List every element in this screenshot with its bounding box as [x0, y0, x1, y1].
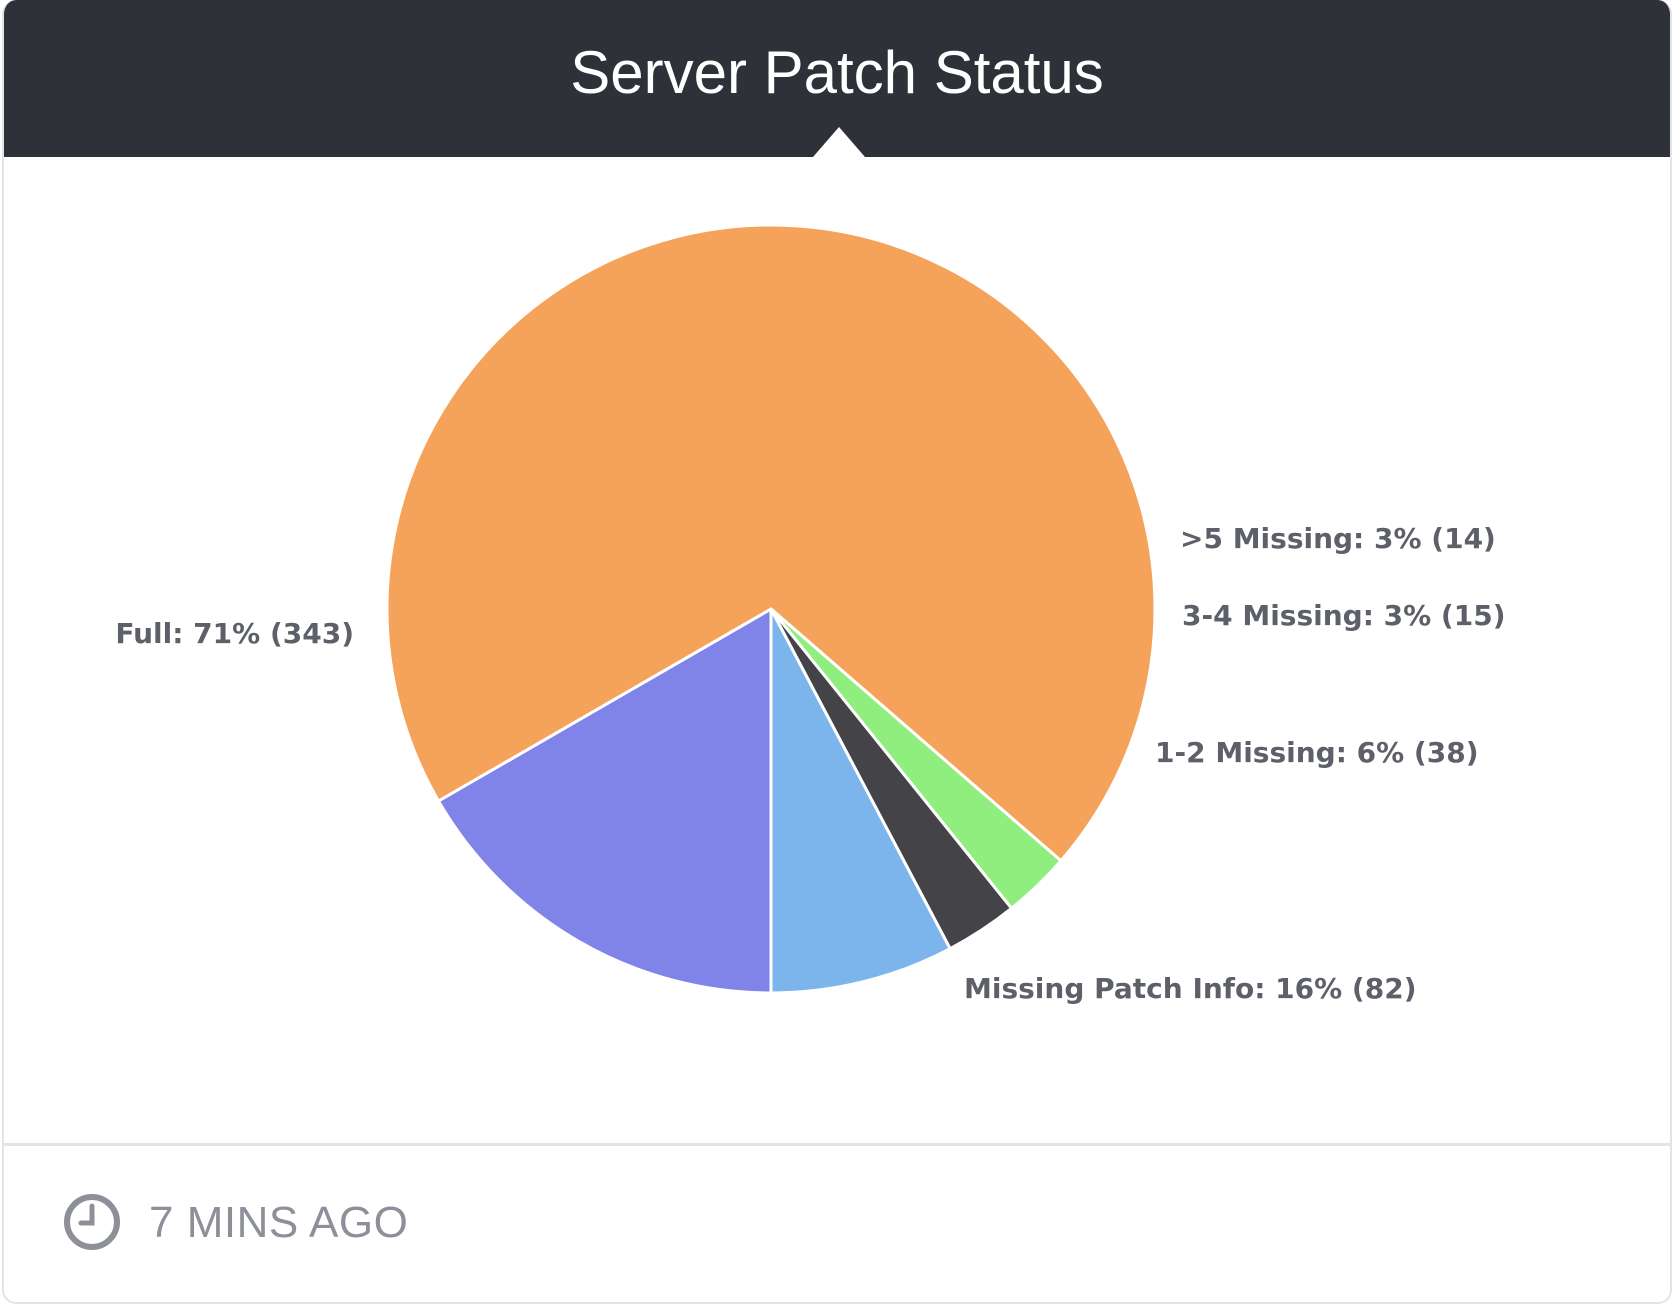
clock-icon: [62, 1192, 122, 1257]
pie-slice-1-2-missing[interactable]: [769, 607, 952, 995]
data-label-full: Full: 71% (343): [115, 617, 354, 650]
widget-header: Server Patch Status: [4, 0, 1670, 157]
pie-slice-full[interactable]: [385, 223, 1157, 863]
footer-divider: [4, 1143, 1670, 1146]
data-label-missing-patch-info: Missing Patch Info: 16% (82): [964, 972, 1416, 1005]
pie-slice-missing-patch-info[interactable]: [436, 607, 773, 995]
widget-title: Server Patch Status: [570, 39, 1104, 106]
pie-chart: Missing Patch Info: 16% (82) Full: 71% (3…: [115, 223, 1506, 1005]
pie-chart-area: Missing Patch Info: 16% (82) Full: 71% (3…: [4, 157, 1670, 1143]
widget-footer: 7 MINS AGO: [4, 1146, 1670, 1302]
header-pointer: [813, 127, 865, 157]
data-label-5-missing: >5 Missing: 3% (14): [1180, 522, 1496, 555]
data-label-1-2-missing: 1-2 Missing: 6% (38): [1155, 736, 1479, 769]
data-label-3-4-missing: 3-4 Missing: 3% (15): [1182, 599, 1506, 632]
last-updated-text: 7 MINS AGO: [149, 1198, 409, 1247]
